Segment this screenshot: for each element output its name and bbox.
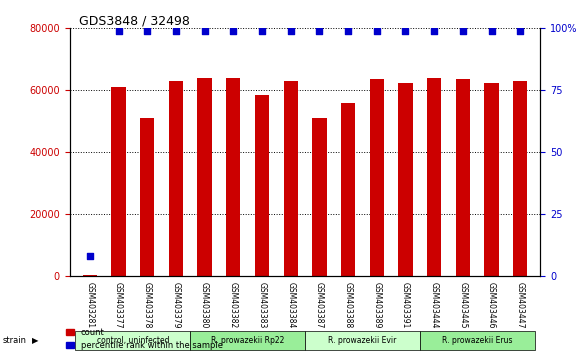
Bar	[226, 78, 241, 276]
Text: R. prowazekii Erus: R. prowazekii Erus	[442, 336, 512, 345]
Bar	[284, 81, 298, 276]
Bar	[427, 78, 442, 276]
Text: ▶: ▶	[32, 336, 38, 345]
Point	[487, 28, 496, 34]
Point	[200, 28, 209, 34]
Bar	[112, 87, 125, 276]
Text: R. prowazekii Evir: R. prowazekii Evir	[328, 336, 397, 345]
Point	[114, 28, 123, 34]
Bar	[198, 78, 211, 276]
Point	[515, 28, 525, 34]
Bar	[399, 82, 413, 276]
Point	[257, 28, 267, 34]
Legend: count, percentile rank within the sample: count, percentile rank within the sample	[62, 325, 226, 353]
Bar	[485, 82, 498, 276]
Point	[343, 28, 353, 34]
Point	[85, 253, 95, 259]
Point	[286, 28, 295, 34]
Point	[315, 28, 324, 34]
Text: R. prowazekii Rp22: R. prowazekii Rp22	[211, 336, 284, 345]
Point	[171, 28, 181, 34]
Point	[229, 28, 238, 34]
Bar	[255, 95, 269, 276]
Text: strain: strain	[3, 336, 27, 345]
Bar	[513, 81, 528, 276]
Bar	[83, 275, 97, 276]
Text: GDS3848 / 32498: GDS3848 / 32498	[79, 14, 190, 27]
Bar	[341, 103, 355, 276]
Bar	[456, 79, 470, 276]
Point	[429, 28, 439, 34]
Point	[372, 28, 381, 34]
Point	[401, 28, 410, 34]
Point	[142, 28, 152, 34]
Bar	[370, 79, 384, 276]
Bar	[312, 118, 327, 276]
Bar	[140, 118, 155, 276]
Point	[458, 28, 468, 34]
Text: control, uninfected: control, uninfected	[96, 336, 169, 345]
Bar	[168, 81, 183, 276]
